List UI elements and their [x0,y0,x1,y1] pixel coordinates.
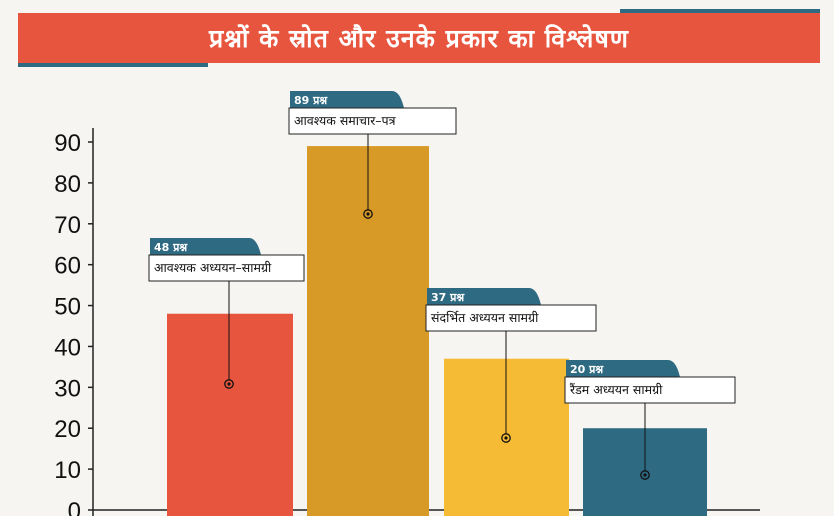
y-tick-label: 70 [54,212,81,239]
axes: 0 10 20 30 40 50 60 70 80 90 [54,128,760,516]
bar-callout: 48 प्रश्न आवश्यक अध्ययन–सामग्री [148,238,305,389]
bar [167,313,293,516]
callout-dot [227,382,231,386]
value-label-tab [150,238,261,255]
y-tick-label: 60 [54,253,81,280]
value-label: 37 प्रश्न [431,291,465,304]
callouts: 48 प्रश्न आवश्यक अध्ययन–सामग्री 89 प्रश्न आ… [148,91,736,480]
callout-dot [366,212,370,216]
callout-dot-ring [224,379,234,389]
value-label: 48 प्रश्न [154,241,188,254]
callout-dot [643,473,647,477]
category-label-box [148,254,305,282]
category-label: रैंडम अध्ययन सामग्री [569,382,663,397]
y-tick-label: 40 [54,334,81,361]
y-tick-label: 10 [54,457,81,484]
category-label: आवश्यक समाचार–पत्र [294,113,397,128]
callout-dot-ring [501,433,511,443]
bar-callout: 37 प्रश्न संदर्भित अध्ययन सामग्री [425,288,597,443]
value-label-tab [427,288,541,305]
value-label-tab [290,91,404,108]
chart-title: प्रश्नों के स्रोत और उनके प्रकार का विश्… [18,13,820,63]
bars [167,146,707,516]
value-label: 89 प्रश्न [294,94,328,107]
title-accent-bottom [18,63,208,67]
category-label-box [425,304,597,332]
value-label-tab [566,360,680,377]
title-accent-top [620,9,820,13]
bar-callout: 89 प्रश्न आवश्यक समाचार–पत्र [288,91,457,219]
bar-callout: 20 प्रश्न रैंडम अध्ययन सामग्री [564,360,736,480]
category-label-box [288,107,457,135]
category-label: संदर्भित अध्ययन सामग्री [431,310,539,325]
value-label: 20 प्रश्न [570,363,604,376]
callout-dot-ring [363,209,373,219]
y-tick-label: 80 [54,171,81,198]
category-label-box [564,376,736,404]
y-tick-label: 0 [68,498,81,516]
y-tick-label: 20 [54,416,81,443]
callout-dot-ring [640,470,650,480]
category-label: आवश्यक अध्ययन–सामग्री [154,260,272,275]
y-tick-label: 90 [54,130,81,157]
y-tick-label: 50 [54,294,81,321]
callout-dot [504,436,508,440]
y-tick-label: 30 [54,375,81,402]
